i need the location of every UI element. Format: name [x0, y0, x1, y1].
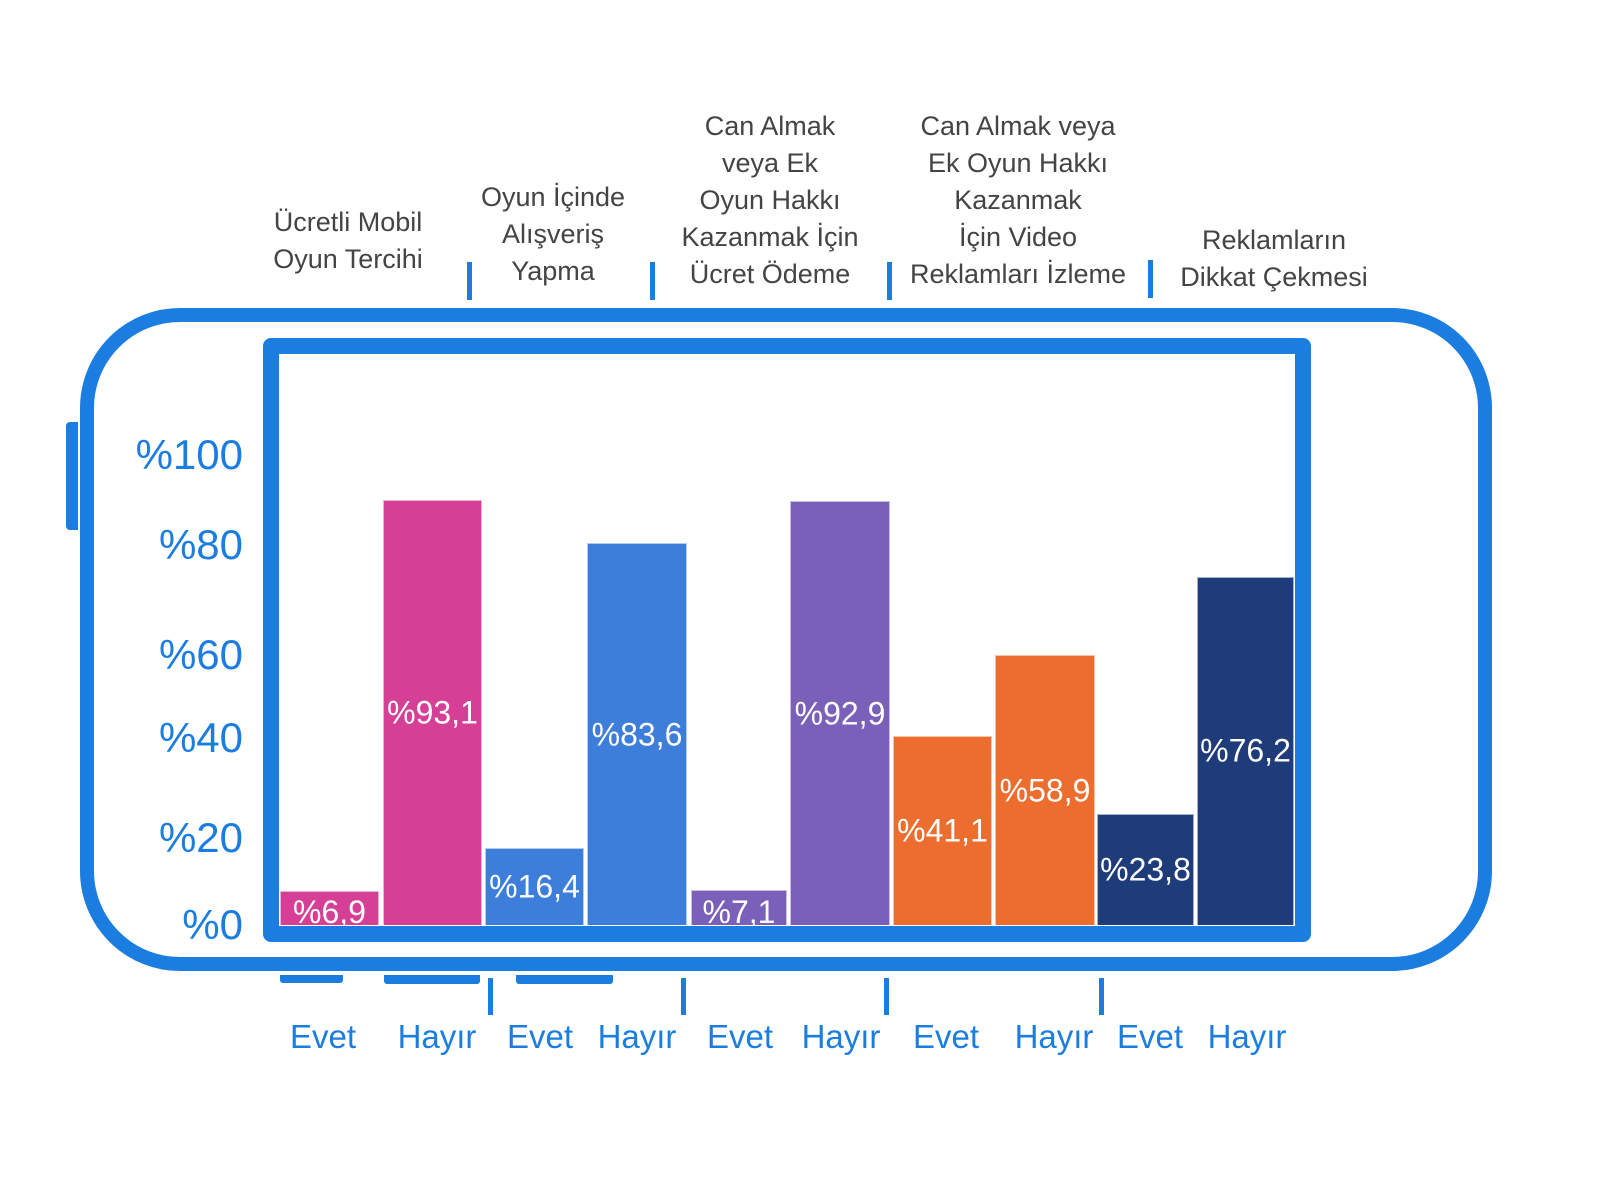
bar-hayır: %83,6 — [587, 543, 687, 925]
phone-bottom-button — [384, 975, 480, 984]
x-tick-label: Evet — [506, 1018, 574, 1055]
data-label: %16,4 — [489, 868, 580, 905]
y-tick-label: %0 — [182, 901, 243, 948]
bar-hayır: %58,9 — [995, 655, 1095, 925]
x-tick-label: Hayır — [1207, 1018, 1287, 1055]
bar-evet: %6,9 — [280, 890, 379, 930]
category-separator — [681, 978, 686, 1015]
category-label: Can Almak veya Ek Oyun Hakkı Kazanmak İç… — [681, 111, 859, 289]
bar-evet: %41,1 — [893, 735, 992, 925]
x-tick-label: Hayır — [1014, 1018, 1094, 1055]
data-label: %23,8 — [1100, 851, 1191, 888]
data-label: %92,9 — [794, 695, 886, 732]
y-tick-label: %20 — [158, 814, 243, 861]
category-separator — [467, 262, 472, 300]
x-tick-label: Evet — [706, 1018, 774, 1055]
y-tick-label: %40 — [158, 714, 243, 761]
data-label: %41,1 — [897, 812, 988, 849]
x-tick-label: Hayır — [801, 1018, 881, 1055]
category-label: Can Almak veya Ek Oyun Hakkı Kazanmak İç… — [909, 111, 1127, 289]
category-separator — [488, 978, 493, 1015]
category-separator — [1148, 260, 1153, 298]
category-separator — [884, 978, 889, 1015]
phone-frame — [80, 308, 1492, 971]
category-separator — [650, 262, 655, 300]
x-tick-label: Hayır — [597, 1018, 677, 1055]
bar-evet: %23,8 — [1097, 814, 1194, 925]
bar-evet: %16,4 — [485, 847, 584, 925]
phone-screen-frame — [263, 338, 1311, 942]
category-label: Ücretli Mobil Oyun Tercihi — [273, 207, 423, 274]
data-label: %6,9 — [293, 893, 366, 930]
category-separator — [887, 262, 892, 300]
category-label: Reklamların Dikkat Çekmesi — [1180, 225, 1368, 292]
phone-bottom-button — [280, 975, 343, 983]
category-separator — [1099, 978, 1104, 1015]
category-label: Oyun İçinde Alışveriş Yapma — [480, 182, 626, 286]
phone-side-button — [66, 422, 78, 530]
data-label: %58,9 — [999, 772, 1091, 809]
phone-bottom-button — [516, 975, 613, 984]
y-tick-label: %80 — [158, 521, 243, 568]
x-tick-label: Evet — [1116, 1018, 1184, 1055]
data-label: %76,2 — [1200, 732, 1291, 769]
bar-hayır: %76,2 — [1197, 576, 1294, 925]
x-tick-label: Evet — [912, 1018, 980, 1055]
x-tick-label: Hayır — [397, 1018, 477, 1055]
bar-hayır: %92,9 — [790, 501, 890, 925]
data-label: %93,1 — [387, 694, 478, 731]
bar-hayır: %93,1 — [383, 500, 482, 925]
y-tick-label: %60 — [158, 631, 243, 678]
x-tick-label: Evet — [289, 1018, 357, 1055]
data-label: %83,6 — [591, 716, 683, 753]
y-tick-label: %100 — [135, 431, 243, 478]
data-label: %7,1 — [702, 893, 776, 930]
bar-evet: %7,1 — [691, 889, 787, 930]
